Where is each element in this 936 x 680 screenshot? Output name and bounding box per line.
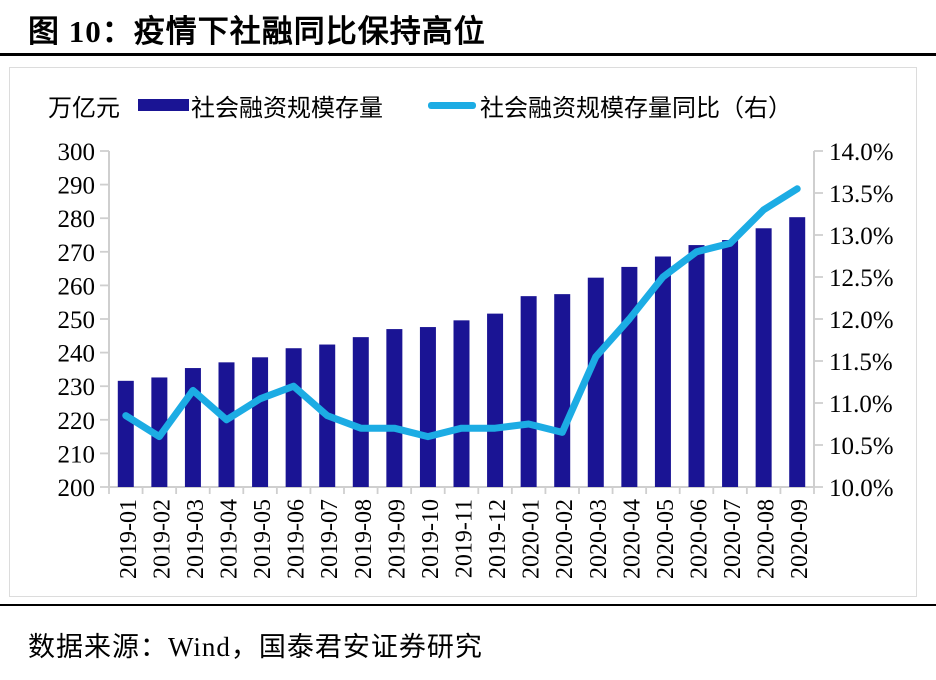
chart-plot: 300 290 280 270 260 250 240 230 220 210 200 14.0% 13… — [58, 139, 894, 579]
x-axis-category-label: 2019-11 — [452, 499, 478, 578]
chart-panel: 300 290 280 270 260 250 240 230 220 210 200 14.0% 13… — [9, 67, 917, 597]
bar — [386, 329, 403, 487]
bar — [722, 240, 739, 487]
left-axis-tick-label: 260 — [58, 273, 96, 300]
bar — [352, 337, 369, 487]
left-axis-tick-label: 220 — [58, 408, 96, 435]
right-axis-tick-label: 13.0% — [829, 223, 894, 250]
left-axis-tick-label: 270 — [58, 240, 96, 267]
right-axis-tick-label: 12.5% — [829, 265, 894, 292]
axis-unit-label: 万亿元 — [48, 95, 120, 122]
x-axis-category-label: 2020-02 — [552, 499, 578, 579]
bar — [554, 294, 571, 487]
right-axis-tick-label: 11.5% — [829, 349, 893, 376]
x-axis-category-label: 2019-09 — [384, 499, 410, 579]
x-axis-category-label: 2020-05 — [653, 499, 679, 579]
right-axis-tick-label: 11.0% — [829, 391, 893, 418]
left-axis-tick-label: 290 — [58, 173, 96, 200]
line-series-legend-label: 社会融资规模存量同比（右） — [480, 95, 792, 122]
bar — [487, 313, 504, 487]
x-axis-category-label: 2019-08 — [351, 499, 377, 579]
bar — [285, 348, 302, 487]
right-axis-tick-label: 12.0% — [829, 307, 894, 334]
left-axis-tick-label: 230 — [58, 374, 96, 401]
x-axis-category-label: 2020-09 — [787, 499, 813, 579]
x-axis-category-label: 2019-05 — [250, 499, 276, 579]
x-axis-category-label: 2020-01 — [519, 499, 545, 579]
line-series-swatch-icon — [428, 101, 476, 109]
x-axis-category-label: 2019-02 — [149, 499, 175, 579]
bar — [688, 245, 705, 487]
right-axis-tick-label: 14.0% — [829, 139, 894, 166]
x-axis-category-label: 2020-04 — [619, 499, 645, 579]
bar — [789, 217, 806, 487]
left-axis-tick-label: 280 — [58, 206, 96, 233]
bar — [755, 228, 772, 487]
bar — [520, 296, 537, 487]
data-source-note: 数据来源：Wind，国泰君安证券研究 — [28, 632, 483, 662]
x-axis-category-label: 2019-01 — [116, 499, 142, 579]
title-underline — [0, 53, 936, 56]
left-axis-tick-label: 300 — [58, 139, 96, 166]
x-axis-category-label: 2020-07 — [720, 499, 746, 579]
left-axis-tick-label: 210 — [58, 441, 96, 468]
footer-divider — [0, 604, 936, 606]
x-axis-category-label: 2019-06 — [284, 499, 310, 579]
left-axis-tick-label: 200 — [58, 475, 96, 502]
bar — [654, 256, 671, 487]
left-axis-tick-label: 240 — [58, 341, 96, 368]
bar — [117, 380, 134, 487]
bar-series-legend-label: 社会融资规模存量 — [191, 95, 383, 122]
x-axis-category-label: 2019-10 — [418, 499, 444, 579]
bar — [587, 277, 604, 487]
bar — [621, 266, 638, 487]
x-axis-category-label: 2020-03 — [586, 499, 612, 579]
bar — [419, 327, 436, 487]
bar — [218, 362, 235, 487]
bar — [184, 368, 201, 487]
x-axis-category-label: 2020-06 — [687, 499, 713, 579]
bar — [252, 357, 269, 487]
chart-legend: 万亿元 社会融资规模存量 社会融资规模存量同比（右） — [10, 90, 916, 122]
x-axis-category-label: 2019-12 — [485, 499, 511, 579]
right-axis-tick-label: 13.5% — [829, 181, 894, 208]
bar — [453, 320, 470, 487]
yoy-line — [122, 185, 801, 441]
bar-series-swatch-icon — [138, 99, 189, 111]
x-axis-category-label: 2019-03 — [183, 499, 209, 579]
x-axis-category-label: 2020-08 — [754, 499, 780, 579]
right-axis-tick-label: 10.5% — [829, 433, 894, 460]
left-axis-tick-label: 250 — [58, 307, 96, 334]
right-axis-tick-label: 10.0% — [829, 475, 894, 502]
x-axis-category-label: 2019-04 — [217, 499, 243, 579]
x-axis-category-label: 2019-07 — [317, 499, 343, 579]
figure-title: 图 10：疫情下社融同比保持高位 — [28, 14, 486, 49]
